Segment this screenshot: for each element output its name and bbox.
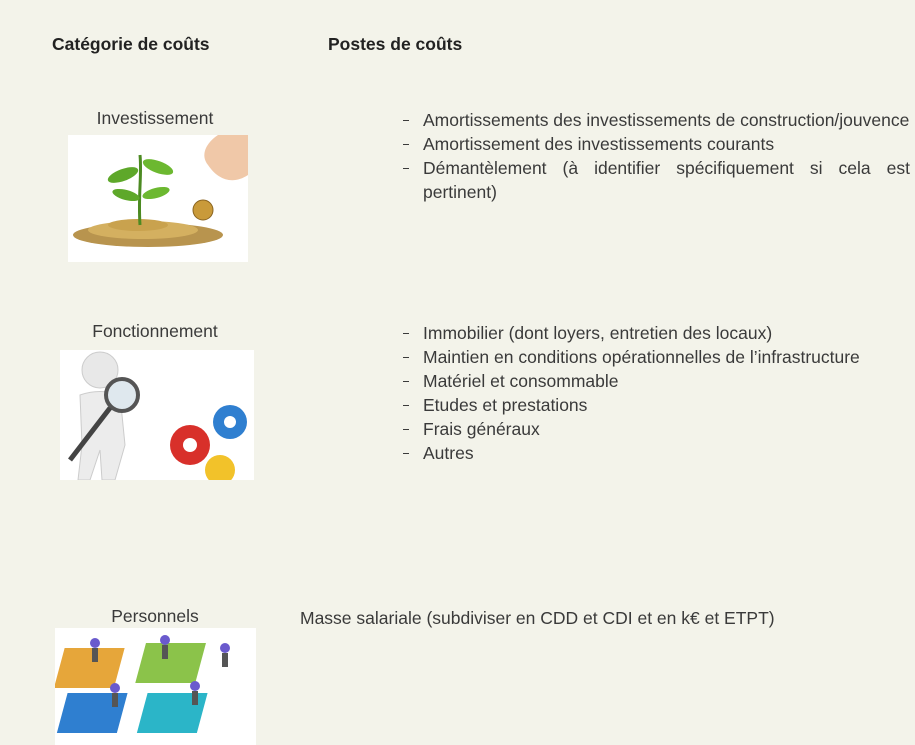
bullet-dash: [403, 357, 409, 359]
cost-item-text: Démantèlement (à identifier spécifiqueme…: [423, 158, 910, 202]
cost-item-text: Autres: [423, 443, 474, 463]
cost-item-text: Immobilier (dont loyers, entretien des l…: [423, 323, 773, 343]
cost-item: Etudes et prestations: [398, 393, 910, 417]
cost-item: Autres: [398, 441, 910, 465]
cost-item-text: Masse salariale (subdiviser en CDD et CD…: [300, 608, 775, 628]
cost-item-text: Amortissement des investissements couran…: [423, 134, 775, 154]
cost-item: Matériel et consommable: [398, 369, 910, 393]
bullet-dash: [403, 453, 409, 455]
cost-item-text: Etudes et prestations: [423, 395, 588, 415]
cost-item: Immobilier (dont loyers, entretien des l…: [398, 321, 910, 345]
cost-item-text: Maintien en conditions opérationnelles d…: [423, 347, 860, 367]
operations-image: [60, 350, 254, 480]
bullet-dash: [403, 333, 409, 335]
staff-image: [55, 628, 256, 745]
cost-item: Frais généraux: [398, 417, 910, 441]
cost-item-text: Matériel et consommable: [423, 371, 619, 391]
category-label: Fonctionnement: [92, 321, 218, 341]
bullet-dash: [403, 120, 409, 122]
column-header: Catégorie de coûts: [52, 34, 210, 54]
cost-item-text: Frais généraux: [423, 419, 540, 439]
cost-item-list: Immobilier (dont loyers, entretien des l…: [398, 321, 910, 465]
cost-item: Démantèlement (à identifier spécifiqueme…: [398, 156, 910, 204]
cost-item-text: Amortissements des investissements de co…: [423, 110, 910, 130]
cost-item: Maintien en conditions opérationnelles d…: [398, 345, 910, 369]
bullet-dash: [403, 144, 409, 146]
category-label: Personnels: [111, 606, 199, 626]
column-header: Postes de coûts: [328, 34, 463, 54]
bullet-dash: [403, 381, 409, 383]
bullet-dash: [403, 405, 409, 407]
bullet-dash: [403, 429, 409, 431]
category-label: Investissement: [96, 108, 214, 128]
cost-item: Amortissement des investissements couran…: [398, 132, 910, 156]
bullet-dash: [403, 168, 409, 170]
cost-item-list: Amortissements des investissements de co…: [398, 108, 910, 204]
investment-image: [68, 135, 248, 262]
cost-item: Amortissements des investissements de co…: [398, 108, 910, 132]
